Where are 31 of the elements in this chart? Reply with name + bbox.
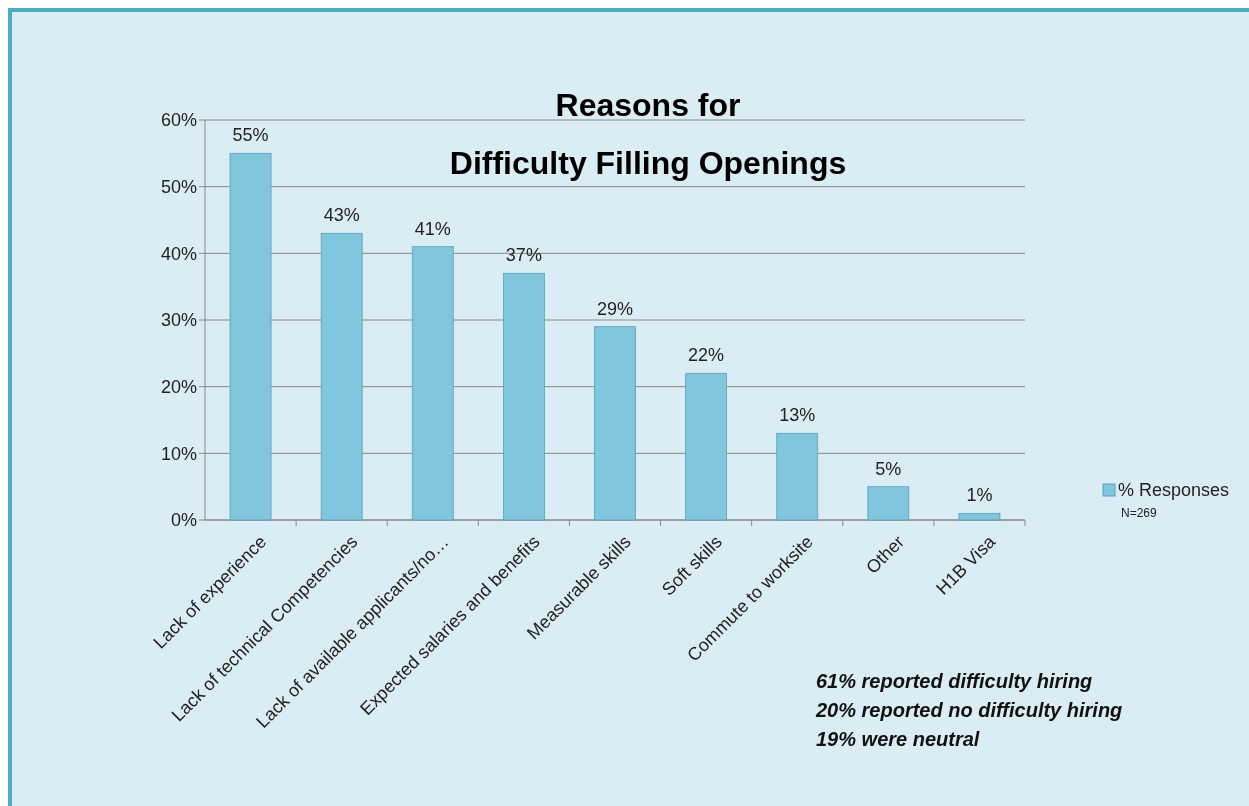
y-tick-label: 0% [170, 510, 197, 531]
data-label: 43% [323, 205, 360, 226]
data-label: 55% [232, 125, 269, 146]
bar [958, 512, 1001, 521]
y-tick-label: 50% [160, 176, 197, 197]
legend-label: % Responses [1118, 480, 1230, 501]
bar [411, 246, 454, 521]
data-label: 1% [966, 485, 993, 506]
data-label: 22% [688, 345, 725, 366]
y-tick-label: 10% [160, 443, 197, 464]
text: 19% were neutral [816, 728, 980, 750]
data-label: 41% [414, 218, 451, 239]
bar [229, 152, 272, 521]
bar [594, 326, 636, 521]
bar [502, 272, 545, 521]
text: N=269 [1121, 506, 1158, 521]
data-label: 5% [875, 458, 902, 479]
chart-title: Reasons for Difficulty Filling Openings [449, 87, 847, 181]
y-tick-label: 30% [160, 310, 197, 331]
y-tick-label: 60% [160, 110, 197, 131]
data-label: 13% [779, 405, 816, 426]
text: 20% reported no difficulty hiring [815, 699, 1123, 721]
bar [320, 232, 363, 521]
y-tick-label: 40% [160, 243, 197, 264]
data-label: 37% [505, 245, 542, 266]
bar [867, 486, 910, 521]
data-label: 29% [596, 298, 634, 319]
bar [776, 432, 819, 521]
text: 61% reported difficulty hiring [816, 670, 1093, 692]
y-tick-label: 20% [160, 376, 197, 397]
bar [685, 372, 728, 521]
